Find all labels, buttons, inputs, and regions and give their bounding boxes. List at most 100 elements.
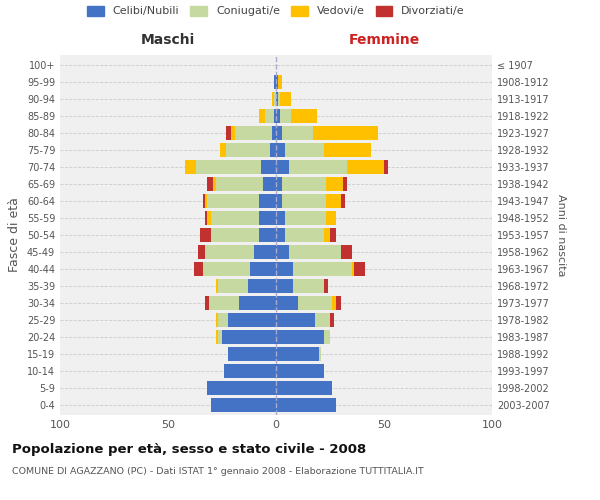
Bar: [229, 347, 276, 360]
Bar: [298, 296, 332, 310]
Bar: [215, 313, 218, 326]
Bar: [284, 211, 326, 225]
Bar: [276, 211, 284, 225]
Bar: [276, 178, 283, 191]
Bar: [343, 178, 347, 191]
Text: Popolazione per età, sesso e stato civile - 2008: Popolazione per età, sesso e stato civil…: [12, 442, 366, 456]
Bar: [276, 144, 284, 157]
Bar: [218, 330, 222, 344]
Bar: [276, 92, 278, 106]
Bar: [272, 126, 276, 140]
Bar: [211, 211, 259, 225]
Bar: [265, 110, 274, 123]
Text: Maschi: Maschi: [141, 32, 195, 46]
Bar: [341, 245, 352, 259]
Bar: [185, 160, 196, 174]
Bar: [276, 364, 323, 378]
Bar: [263, 178, 276, 191]
Bar: [280, 92, 291, 106]
Bar: [269, 144, 276, 157]
Bar: [276, 381, 332, 394]
Bar: [218, 279, 248, 292]
Bar: [276, 194, 283, 208]
Bar: [274, 92, 276, 106]
Bar: [229, 313, 276, 326]
Bar: [276, 110, 280, 123]
Y-axis label: Anni di nascita: Anni di nascita: [556, 194, 566, 276]
Bar: [289, 160, 347, 174]
Bar: [226, 144, 269, 157]
Bar: [211, 228, 259, 242]
Bar: [330, 313, 334, 326]
Bar: [337, 296, 341, 310]
Bar: [276, 279, 293, 292]
Bar: [200, 228, 211, 242]
Bar: [278, 76, 283, 89]
Bar: [278, 92, 280, 106]
Bar: [276, 313, 315, 326]
Bar: [205, 194, 207, 208]
Bar: [291, 110, 317, 123]
Bar: [276, 76, 278, 89]
Bar: [220, 144, 226, 157]
Bar: [274, 110, 276, 123]
Bar: [323, 228, 330, 242]
Bar: [196, 160, 261, 174]
Y-axis label: Fasce di età: Fasce di età: [8, 198, 21, 272]
Bar: [284, 144, 323, 157]
Bar: [276, 262, 293, 276]
Bar: [332, 296, 337, 310]
Bar: [326, 178, 343, 191]
Bar: [198, 245, 205, 259]
Bar: [203, 262, 250, 276]
Bar: [276, 330, 323, 344]
Bar: [384, 160, 388, 174]
Bar: [207, 178, 214, 191]
Bar: [209, 296, 239, 310]
Bar: [283, 126, 313, 140]
Bar: [214, 178, 215, 191]
Bar: [215, 330, 218, 344]
Bar: [284, 228, 323, 242]
Text: COMUNE DI AGAZZANO (PC) - Dati ISTAT 1° gennaio 2008 - Elaborazione TUTTITALIA.I: COMUNE DI AGAZZANO (PC) - Dati ISTAT 1° …: [12, 468, 424, 476]
Bar: [205, 296, 209, 310]
Bar: [354, 262, 365, 276]
Bar: [218, 313, 229, 326]
Bar: [315, 313, 330, 326]
Bar: [194, 262, 203, 276]
Bar: [289, 245, 341, 259]
Bar: [293, 279, 323, 292]
Bar: [226, 126, 230, 140]
Bar: [250, 262, 276, 276]
Bar: [276, 398, 337, 411]
Legend: Celibi/Nubili, Coniugati/e, Vedovi/e, Divorziati/e: Celibi/Nubili, Coniugati/e, Vedovi/e, Di…: [87, 6, 465, 16]
Bar: [323, 330, 330, 344]
Bar: [203, 194, 205, 208]
Bar: [205, 211, 207, 225]
Bar: [259, 211, 276, 225]
Bar: [222, 330, 276, 344]
Bar: [259, 110, 265, 123]
Bar: [276, 160, 289, 174]
Bar: [276, 228, 284, 242]
Bar: [259, 194, 276, 208]
Bar: [207, 381, 276, 394]
Bar: [254, 245, 276, 259]
Bar: [259, 228, 276, 242]
Bar: [313, 126, 377, 140]
Bar: [347, 160, 384, 174]
Bar: [215, 279, 218, 292]
Bar: [283, 194, 326, 208]
Bar: [248, 279, 276, 292]
Bar: [323, 279, 328, 292]
Bar: [207, 211, 211, 225]
Bar: [261, 160, 276, 174]
Bar: [211, 398, 276, 411]
Bar: [330, 228, 337, 242]
Bar: [326, 211, 337, 225]
Bar: [205, 245, 254, 259]
Bar: [280, 110, 291, 123]
Bar: [224, 364, 276, 378]
Bar: [276, 296, 298, 310]
Bar: [276, 347, 319, 360]
